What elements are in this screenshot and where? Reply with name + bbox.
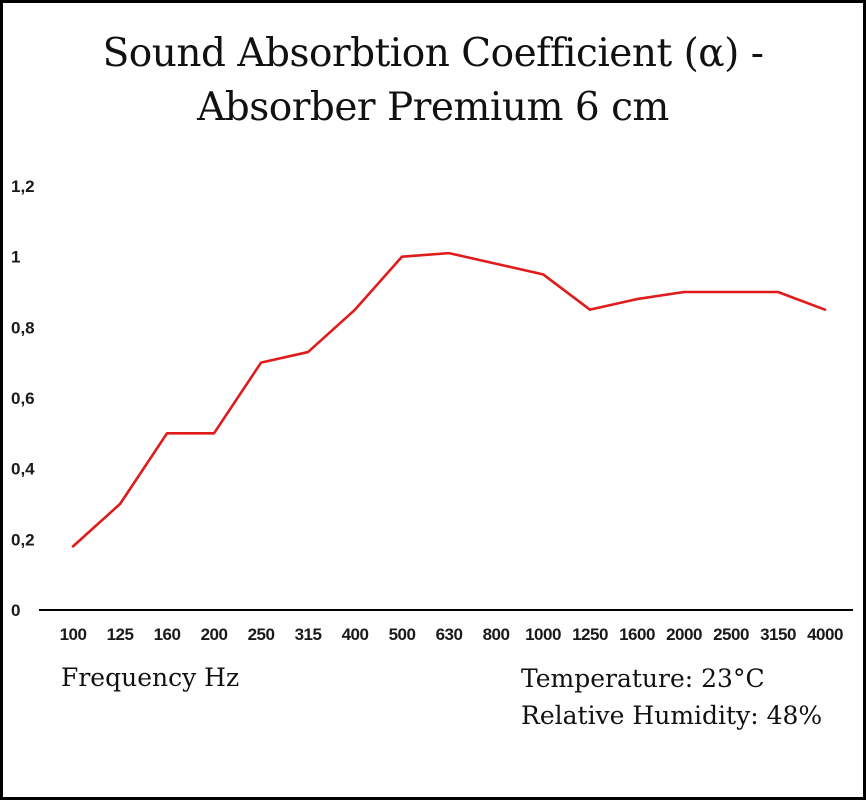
y-tick-label: 0,8 (11, 318, 35, 337)
y-tick-label: 1,2 (11, 177, 35, 196)
x-tick-label: 160 (154, 625, 181, 644)
y-tick-label: 0,6 (11, 389, 35, 408)
x-tick-label: 630 (436, 625, 463, 644)
x-tick-label: 2500 (713, 625, 749, 644)
x-tick-label: 800 (483, 625, 510, 644)
chart-title: Sound Absorbtion Coefficient (α) - Absor… (102, 31, 764, 130)
y-tick-label: 0,2 (11, 530, 35, 549)
chart-annotations: Temperature: 23°C Relative Humidity: 48% (521, 660, 822, 734)
x-tick-label: 400 (342, 625, 369, 644)
y-tick-label: 0 (11, 601, 20, 620)
x-tick-label: 315 (295, 625, 322, 644)
x-tick-label: 1600 (619, 625, 655, 644)
annotation-humidity: Relative Humidity: 48% (521, 701, 823, 730)
x-tick-label: 250 (248, 625, 275, 644)
y-tick-label: 1 (11, 248, 20, 267)
x-tick-label: 500 (389, 625, 416, 644)
x-tick-label: 1250 (572, 625, 608, 644)
y-tick-label: 0,4 (11, 460, 35, 479)
x-tick-label: 100 (60, 625, 87, 644)
x-tick-label: 4000 (807, 625, 843, 644)
x-tick-label: 200 (201, 625, 228, 644)
x-tick-label: 1000 (525, 625, 561, 644)
annotation-temperature: Temperature: 23°C (521, 664, 765, 693)
x-tick-label: 2000 (666, 625, 702, 644)
x-axis-label: Frequency Hz (61, 663, 240, 692)
x-tick-label: 3150 (760, 625, 796, 644)
data-line-series (71, 251, 827, 548)
line-chart-svg: 0 0,2 0,4 0,6 0,8 1 1,2 100 125 160 200 250 315 400 50… (11, 177, 853, 644)
x-tick-label: 125 (107, 625, 134, 644)
